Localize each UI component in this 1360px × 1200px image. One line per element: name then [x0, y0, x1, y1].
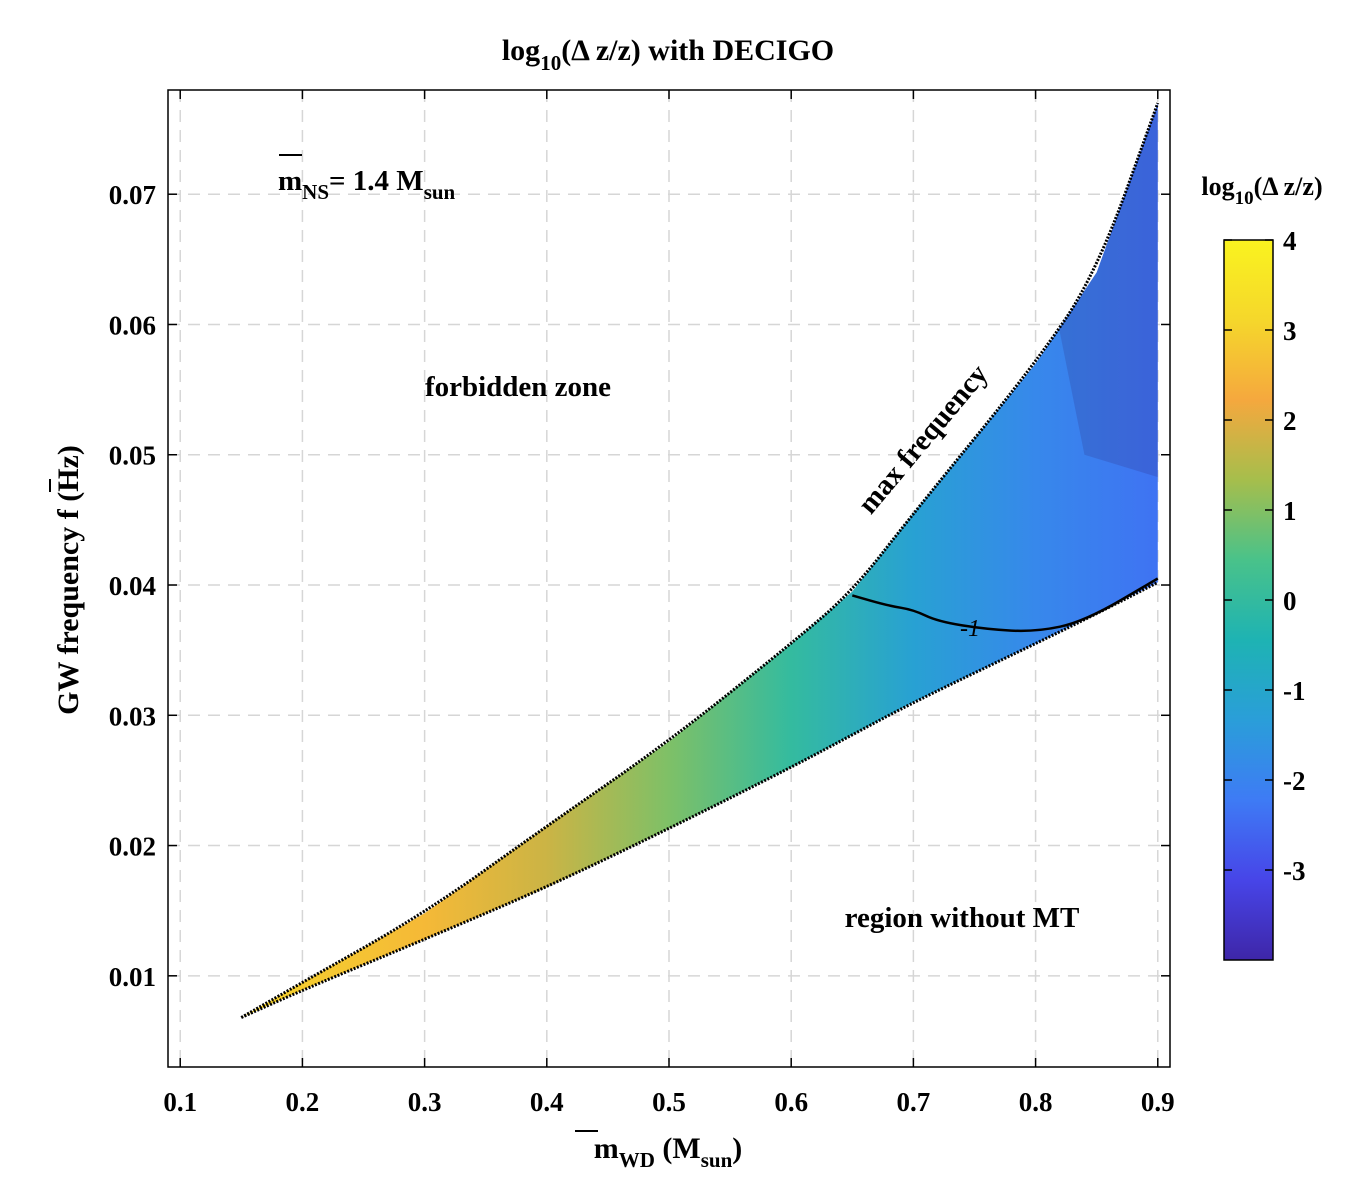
colorbar-tick-label: -3 — [1283, 856, 1306, 886]
x-tick-label: 0.7 — [897, 1087, 931, 1117]
title-log: log — [502, 34, 540, 67]
colorbar-tick-label: 2 — [1283, 406, 1297, 436]
x-tick-label: 0.1 — [163, 1087, 197, 1117]
mass-ns-value: = 1.4 M — [329, 165, 424, 197]
ylabel-post: (Hz) — [52, 445, 85, 509]
y-axis-label: GW frequency f (Hz) — [52, 445, 85, 715]
colorbar-tick-label: 4 — [1283, 226, 1297, 256]
tick-marks — [168, 90, 1170, 1067]
y-tick-label: 0.02 — [109, 832, 156, 862]
y-tick-labels: 0.01 0.02 0.03 0.04 0.05 0.06 0.07 — [109, 180, 156, 992]
ylabel-pre: GW frequency — [52, 519, 85, 715]
xlabel-close: ) — [732, 1132, 742, 1165]
data-region — [241, 103, 1158, 1018]
y-tick-label: 0.04 — [109, 571, 156, 601]
xlabel-sub: WD — [619, 1148, 655, 1172]
forbidden-zone-label: forbidden zone — [425, 371, 611, 403]
y-tick-label: 0.07 — [109, 180, 156, 210]
colorbar-title: log10(Δ z/z) — [1201, 172, 1322, 209]
no-mt-boundary — [240, 581, 1159, 1019]
chart-title: log10(Δ z/z) with DECIGO — [502, 34, 834, 75]
xlabel-unit: (M — [655, 1132, 701, 1165]
x-tick-labels: 0.1 0.2 0.3 0.4 0.5 0.6 0.7 0.8 0.9 — [163, 1087, 1174, 1117]
ylabel-f: f — [52, 508, 85, 519]
grid-lines — [168, 90, 1170, 1067]
contour-line-minus1 — [851, 577, 1159, 633]
contour-label: -1 — [960, 616, 980, 642]
x-tick-label: 0.3 — [408, 1087, 442, 1117]
x-tick-label: 0.6 — [774, 1087, 808, 1117]
colorbar-tick-label: -2 — [1283, 766, 1306, 796]
xlabel-m: m — [594, 1132, 619, 1165]
x-tick-label: 0.2 — [286, 1087, 320, 1117]
region-without-mt-label: region without MT — [845, 902, 1080, 934]
colorbar-tick-label: 1 — [1283, 496, 1297, 526]
y-tick-label: 0.01 — [109, 962, 156, 992]
cbar-title-sub: 10 — [1235, 188, 1254, 209]
x-tick-label: 0.5 — [652, 1087, 686, 1117]
y-tick-label: 0.06 — [109, 310, 156, 340]
colorbar-tick-label: 3 — [1283, 316, 1297, 346]
mass-ns-sun: sun — [424, 180, 456, 204]
colorbar-tick-label: -1 — [1283, 676, 1306, 706]
max-frequency-boundary — [240, 102, 1160, 1019]
y-tick-label: 0.03 — [109, 701, 156, 731]
colorbar-ticks: 4 3 2 1 0 -1 -2 -3 — [1224, 226, 1306, 886]
mass-ns-label: mNS= 1.4 Msun — [278, 165, 456, 204]
title-sub: 10 — [540, 51, 561, 75]
colorbar-tick-label: 0 — [1283, 586, 1297, 616]
x-axis-label: mWD (Msun) — [594, 1132, 743, 1172]
cbar-title-rest: (Δ z/z) — [1254, 172, 1323, 201]
x-tick-label: 0.8 — [1019, 1087, 1053, 1117]
xlabel-sun: sun — [701, 1148, 733, 1172]
mass-ns-sub: NS — [302, 180, 329, 204]
x-tick-label: 0.4 — [530, 1087, 564, 1117]
y-tick-label: 0.05 — [109, 441, 156, 471]
mass-ns-m: m — [278, 165, 302, 197]
x-tick-label: 0.9 — [1141, 1087, 1175, 1117]
title-rest: (Δ z/z) with DECIGO — [561, 34, 834, 67]
cbar-title-log: log — [1201, 172, 1234, 201]
